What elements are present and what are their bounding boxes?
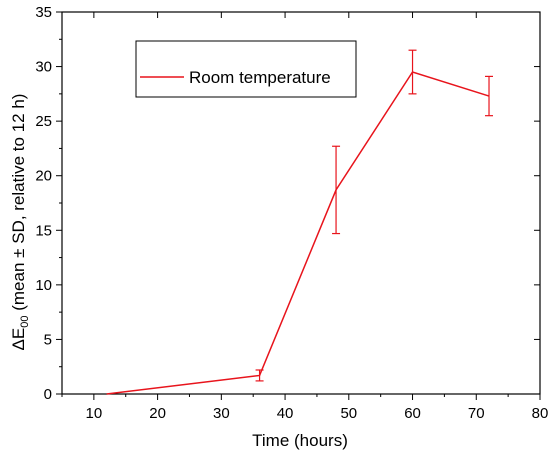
y-tick-label: 30 xyxy=(35,59,52,76)
legend-label: Room temperature xyxy=(189,68,331,87)
y-tick-label: 35 xyxy=(35,4,52,21)
y-axis-title: ΔE00 (mean ± SD, relative to 12 h) xyxy=(9,94,31,351)
series-line xyxy=(106,71,490,395)
x-tick-label: 10 xyxy=(86,405,103,422)
x-tick-label: 40 xyxy=(277,405,294,422)
x-tick-label: 60 xyxy=(404,405,421,422)
x-tick-label: 20 xyxy=(149,405,166,422)
x-axis-title: Time (hours) xyxy=(252,431,348,450)
y-tick-label: 15 xyxy=(35,222,52,239)
y-tick-label: 0 xyxy=(44,386,52,403)
y-axis-title-prefix: ΔE xyxy=(9,328,28,351)
x-tick-label: 30 xyxy=(213,405,230,422)
y-axis-title-suffix: (mean ± SD, relative to 12 h) xyxy=(9,94,28,316)
x-tick-label: 80 xyxy=(532,405,549,422)
y-tick-label: 25 xyxy=(35,113,52,130)
y-axis-title-subscript: 00 xyxy=(19,315,31,327)
x-axis-ticks: 10 20 30 40 50 60 70 80 xyxy=(61,12,549,422)
y-axis-ticks: 0 5 10 15 20 25 30 35 xyxy=(35,4,540,403)
y-tick-label: 5 xyxy=(44,331,52,348)
x-tick-label: 50 xyxy=(340,405,357,422)
x-tick-label: 70 xyxy=(468,405,485,422)
legend: Room temperature xyxy=(135,40,357,98)
legend-box xyxy=(135,40,357,98)
y-tick-label: 10 xyxy=(35,277,52,294)
y-tick-label: 20 xyxy=(35,168,52,185)
series-layer xyxy=(106,49,494,395)
